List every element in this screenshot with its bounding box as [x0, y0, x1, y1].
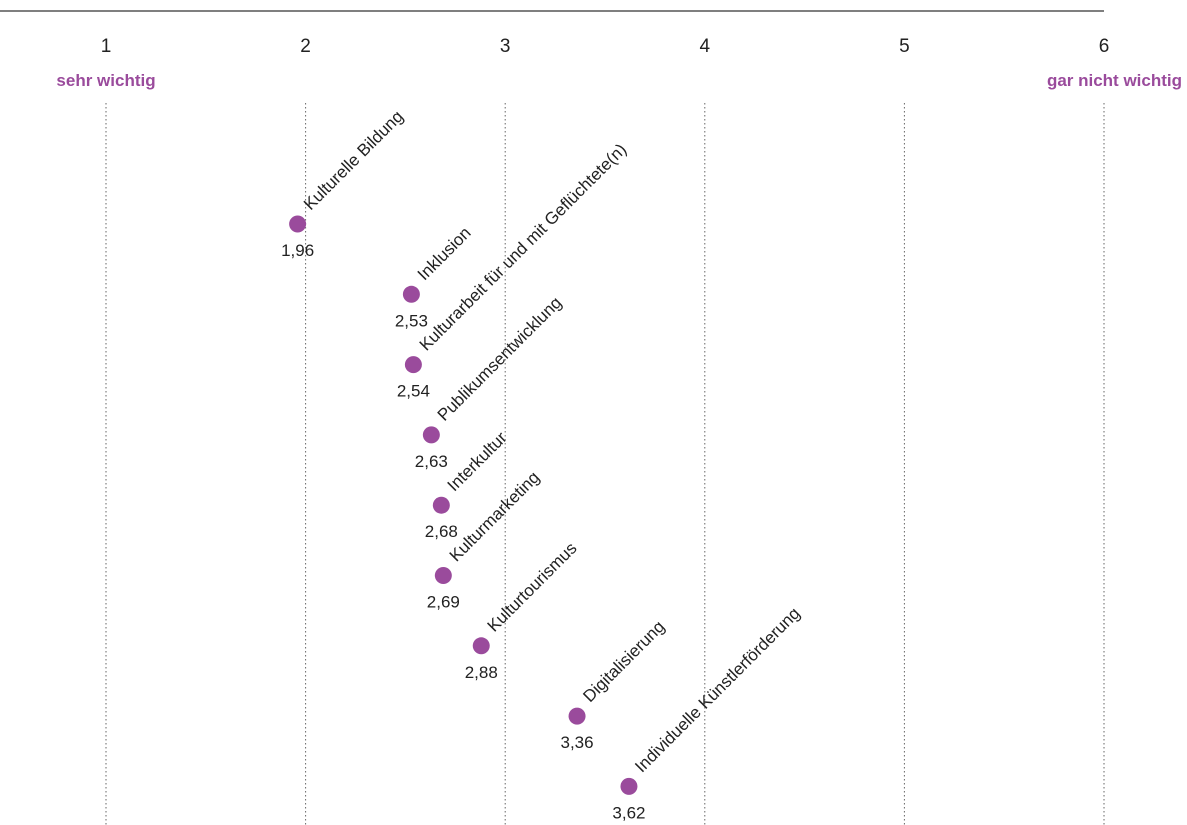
- data-point: [472, 637, 490, 655]
- value-label: 3,36: [561, 733, 594, 752]
- category-label: Inklusion: [414, 223, 475, 284]
- data-point: [432, 496, 450, 514]
- scale-left-label: sehr wichtig: [56, 71, 155, 90]
- value-label: 3,62: [612, 803, 645, 822]
- data-point-group: 3,36 Digitalisierung: [561, 617, 669, 752]
- category-label: Kulturelle Bildung: [300, 107, 407, 214]
- data-point: [620, 777, 638, 795]
- category-label: Kulturtourismus: [484, 539, 581, 636]
- scale-right-label: gar nicht wichtig: [1047, 71, 1182, 90]
- value-label: 2,63: [415, 452, 448, 471]
- x-tick-label-3: 3: [500, 36, 511, 57]
- value-label: 2,53: [395, 311, 428, 330]
- data-point: [404, 356, 422, 374]
- data-points: 1,96 Kulturelle Bildung 2,53 Inklusion 2,54 K…: [281, 107, 804, 823]
- category-label: Interkultur: [444, 428, 511, 495]
- category-label: Digitalisierung: [579, 617, 668, 706]
- gridlines: [105, 103, 1105, 825]
- data-point: [289, 215, 307, 233]
- data-point-group: 1,96 Kulturelle Bildung: [281, 107, 407, 260]
- x-tick-label-5: 5: [899, 36, 910, 57]
- x-tick-label-2: 2: [300, 36, 311, 57]
- data-point: [422, 426, 440, 444]
- value-label: 2,54: [397, 382, 430, 401]
- value-label: 2,88: [465, 663, 498, 682]
- data-point: [434, 567, 452, 584]
- x-tick-label-1: 1: [101, 36, 112, 57]
- data-point: [568, 707, 586, 725]
- value-label: 1,96: [281, 241, 314, 260]
- x-tick-label-4: 4: [700, 36, 711, 57]
- data-point: [402, 285, 420, 303]
- x-axis-ticks: 1 2 3 4 5 6: [101, 36, 1110, 57]
- value-label: 2,69: [427, 593, 460, 612]
- data-point-group: 2,88 Kulturtourismus: [465, 539, 581, 682]
- value-label: 2,68: [425, 522, 458, 541]
- x-tick-label-6: 6: [1099, 36, 1110, 57]
